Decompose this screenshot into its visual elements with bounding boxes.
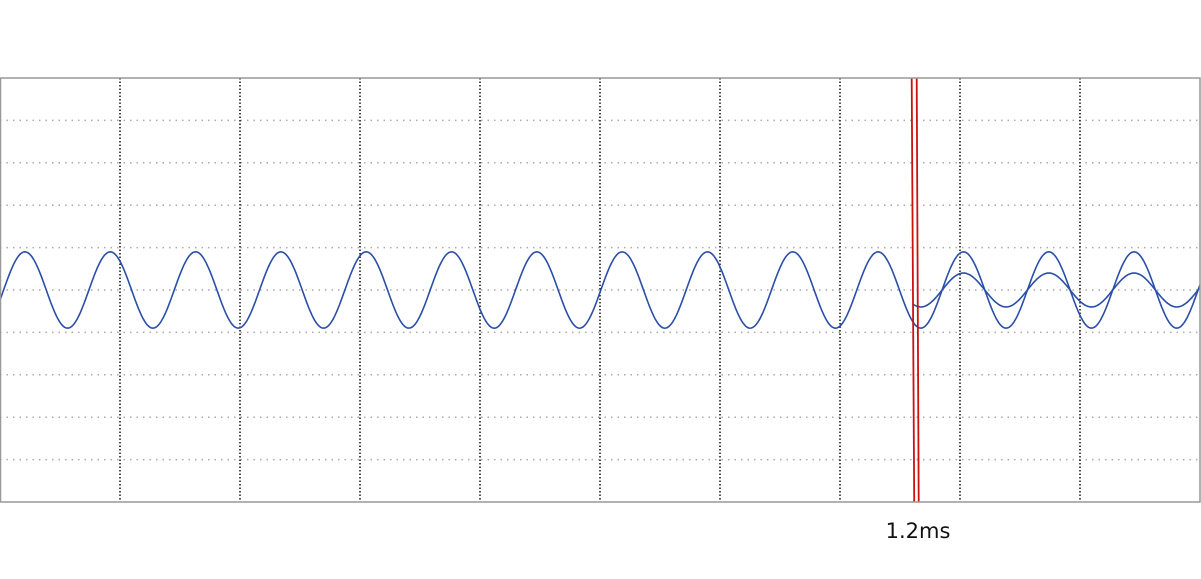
marker-line-right [915,77,920,503]
series-line-2 [912,272,1201,308]
series-group [0,250,1201,330]
series-line-1 [0,250,1201,330]
marker-label: 1.2ms [886,519,951,543]
marker-line-left [910,77,916,503]
grid [0,78,1200,502]
marker-group [910,77,920,503]
plot-frame [0,77,1201,503]
